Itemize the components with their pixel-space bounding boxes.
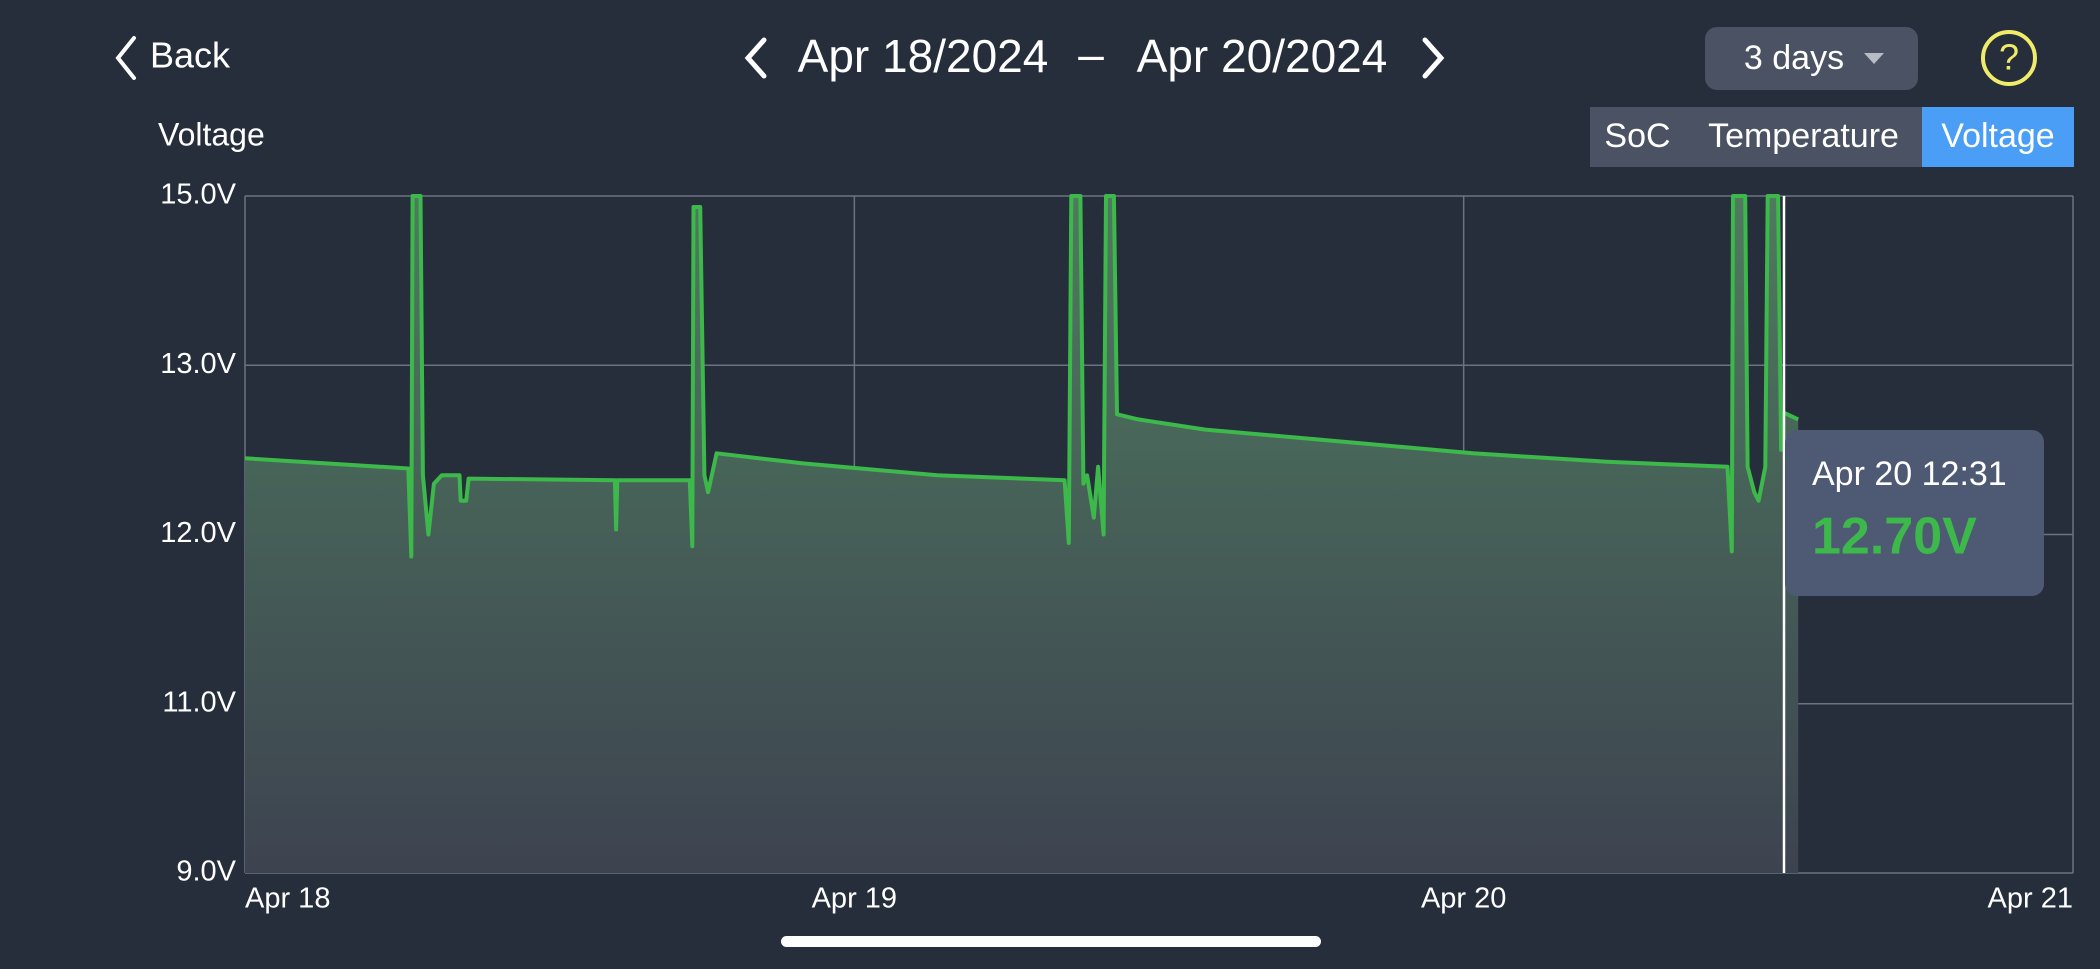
x-tick-label: Apr 18 [245,883,330,915]
back-label: Back [150,35,231,76]
tooltip-time: Apr 20 12:31 [1812,455,2007,493]
tab-background [1590,107,1685,167]
y-tick-label: 15.0V [160,179,236,211]
tab-background [1922,107,2074,167]
tooltip-box [1785,430,2044,596]
prev-arrow[interactable] [744,37,767,79]
x-tick-label: Apr 20 [1421,883,1506,915]
tab[interactable]: SoC [1590,107,1685,167]
dropdown-caret [1864,53,1884,64]
y-tick-label: 13.0V [160,348,236,380]
end-date: Apr 20/2024 [1137,30,1388,82]
x-tick-label: Apr 19 [812,883,897,915]
tooltip-value: 12.70V [1812,508,1977,566]
tab-label: SoC [1604,117,1670,155]
y-tick-label: 11.0V [162,686,236,718]
help-circle [1981,30,2037,86]
tab[interactable]: Temperature [1685,107,1922,167]
help-label: ? [1999,37,2019,78]
range-label: 3 days [1744,39,1844,77]
home-indicator [781,936,1321,947]
y-tick-label: 9.0V [176,856,236,888]
back-chevron [115,36,136,80]
help-button[interactable]: ? [1981,30,2037,86]
axis-title: Voltage [158,116,265,152]
range-dropdown[interactable]: 3 days [1705,27,1918,90]
y-tick-label: 12.0V [160,517,236,549]
back-button[interactable]: Back [115,35,231,80]
range-button [1705,27,1918,90]
voltage-area [245,196,1799,873]
tab-bar: SoC Temperature Voltage [1590,107,2074,167]
tab-background [1685,107,1922,167]
tab-label: Voltage [1941,117,2054,155]
date-separator: – [1078,28,1104,80]
voltage-line [244,194,1800,559]
start-date: Apr 18/2024 [798,30,1049,82]
next-arrow[interactable] [1422,37,1445,79]
x-tick-label: Apr 21 [1988,883,2073,915]
plot: 9.0V 11.0V 12.0V 13.0V 15.0V Apr 18 Apr 19 Apr … [160,179,2074,915]
tab[interactable]: Voltage [1922,107,2074,167]
tab-label: Temperature [1708,117,1899,155]
